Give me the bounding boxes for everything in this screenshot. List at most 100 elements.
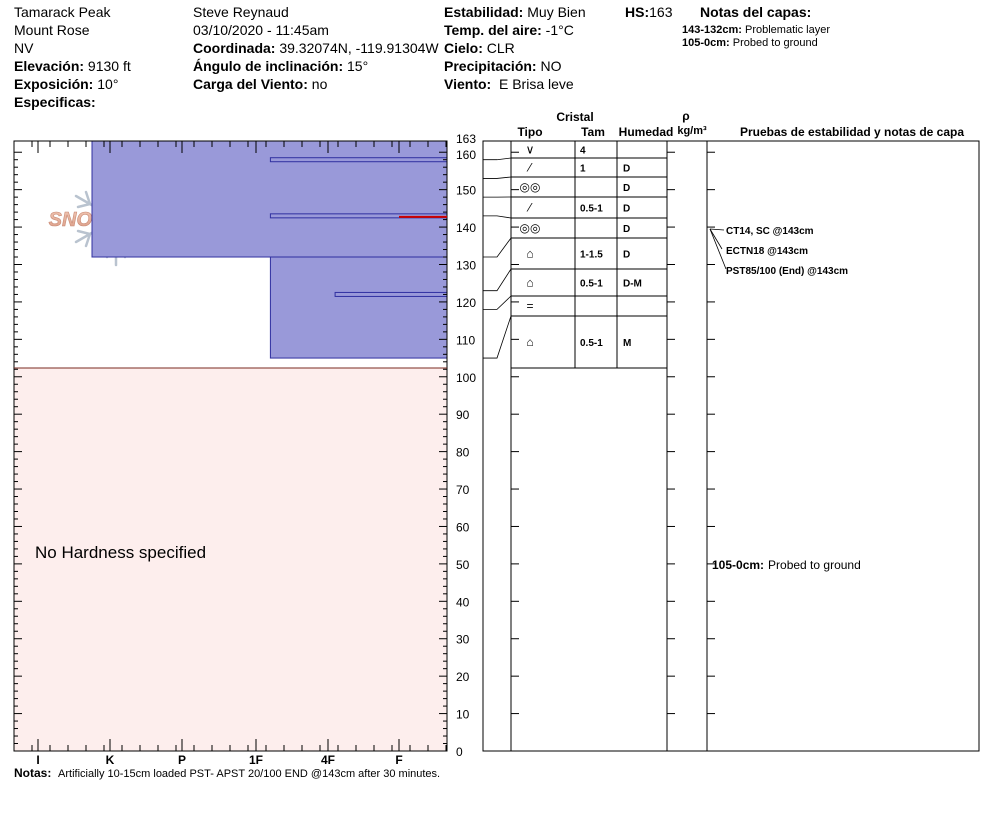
grain-type-symbol: ◎◎: [520, 221, 541, 235]
height-tick-label: 20: [456, 670, 470, 684]
elevation-field: Elevación: 9130 ft: [14, 57, 131, 75]
moisture-value: D-M: [623, 279, 642, 290]
wind-load-value: no: [311, 76, 328, 92]
hardness-layer-bar: [269, 256, 448, 359]
wind-load-label: Carga del Viento:: [193, 76, 308, 92]
height-tick-label: 90: [456, 408, 470, 422]
height-tick-label: 100: [456, 371, 476, 385]
hs-field: HS:163: [625, 3, 672, 21]
coords-value: 39.32074N, -119.91304W: [279, 40, 439, 56]
layer-leader-line: [483, 295, 512, 310]
hardness-tick-label: P: [178, 753, 186, 767]
sky-label: Cielo:: [444, 40, 483, 56]
layer-leader-line: [483, 315, 512, 359]
hardness-tick-label: 1F: [249, 753, 263, 767]
layer-leader-line: [483, 237, 512, 258]
grain-type-symbol: ∨: [526, 143, 535, 157]
stability-test: ECTN18 @143cm: [726, 246, 808, 257]
height-tick-label: 160: [456, 148, 476, 162]
grain-size-value: 1: [580, 164, 586, 175]
layer-note-text: Probed to ground: [732, 37, 818, 49]
elevation-label: Elevación:: [14, 58, 85, 74]
height-tick-label: 10: [456, 708, 470, 722]
location-name: Tamarack Peak: [14, 4, 111, 20]
elevation-value: 9130 ft: [87, 58, 131, 74]
layer-note-text: Problematic layer: [745, 24, 830, 36]
probe-note-text: Probed to ground: [768, 558, 861, 572]
wind-label: Viento:: [444, 76, 492, 92]
grain-size-value: 0.5-1: [580, 338, 603, 349]
hs-label: HS:: [625, 4, 650, 20]
notes-text: Artificially 10-15cm loaded PST- APST 20…: [58, 768, 441, 780]
moisture-value: D: [623, 204, 630, 215]
datetime: 03/10/2020 - 11:45am: [193, 22, 329, 38]
probe-note-range: 105-0cm:: [712, 558, 764, 572]
grain-size-value: 0.5-1: [580, 279, 603, 290]
layer-note-range: 143-132cm:: [682, 24, 742, 36]
height-tick-label: 80: [456, 446, 470, 460]
moisture-value: D: [623, 183, 630, 194]
moisture-value: D: [623, 224, 630, 235]
height-tick-label: 150: [456, 184, 476, 198]
grain-type-symbol: =: [526, 299, 533, 313]
wind-value: E Brisa leve: [498, 76, 574, 92]
layer-leader-line: [483, 268, 512, 292]
grain-type-symbol: ⌂: [526, 335, 533, 349]
specifics-label: Especificas:: [14, 94, 96, 110]
height-tick-label: 30: [456, 633, 470, 647]
height-tick-label: 60: [456, 520, 470, 534]
grain-size-value: 0.5-1: [580, 204, 603, 215]
height-tick-label: 0: [456, 745, 463, 759]
state: NV: [14, 40, 34, 56]
grain-size-value: 1-1.5: [580, 250, 603, 261]
slope-field: Ángulo de inclinación: 15°: [193, 57, 368, 75]
height-tick-label: 140: [456, 221, 476, 235]
rho-header: ρ: [682, 109, 689, 123]
layer-notes-label: Notas del capas:: [700, 4, 812, 20]
aspect-field: Exposición: 10°: [14, 75, 118, 93]
height-tick-label: 50: [456, 558, 470, 572]
slope-value: 15°: [347, 58, 369, 74]
coords-label: Coordinada:: [193, 40, 276, 56]
layer-note-2: 105-0cm: Probed to ground: [682, 37, 818, 50]
sky-field: Cielo: CLR: [444, 39, 515, 57]
stability-test: PST85/100 (End) @143cm: [726, 266, 848, 277]
grain-size-value: 4: [580, 146, 586, 157]
grain-type-symbol: ◎◎: [520, 180, 541, 194]
size-header: Tam: [581, 125, 605, 139]
hardness-tick-label: F: [395, 753, 402, 767]
tests-header: Pruebas de estabilidad y notas de capa: [740, 125, 964, 139]
height-tick-label: 120: [456, 296, 476, 310]
density-header: kg/m³: [677, 125, 707, 137]
layer-leader-line: [483, 176, 512, 179]
coords-field: Coordinada: 39.32074N, -119.91304W: [193, 39, 439, 57]
moisture-value: D: [623, 164, 630, 175]
height-tick-label: 70: [456, 483, 470, 497]
height-tick-label: 163: [456, 132, 476, 146]
air-temp-label: Temp. del aire:: [444, 22, 542, 38]
sky-value: CLR: [486, 40, 515, 56]
test-arrows: [709, 228, 727, 270]
stability-value: Muy Bien: [527, 4, 586, 20]
no-hardness-text: No Hardness specified: [35, 543, 207, 562]
observer: Steve Reynaud: [193, 4, 289, 20]
moisture-header: Humedad: [619, 125, 674, 139]
no-hardness-area: [14, 368, 447, 751]
aspect-value: 10°: [97, 76, 119, 92]
crust-layer-bar: [269, 157, 448, 163]
stability-field: Estabilidad: Muy Bien: [444, 3, 586, 21]
stability-label: Estabilidad:: [444, 4, 524, 20]
mountain-range: Mount Rose: [14, 22, 90, 38]
precip-field: Precipitación: NO: [444, 57, 561, 75]
type-header: Tipo: [517, 125, 542, 139]
slope-label: Ángulo de inclinación:: [193, 58, 344, 74]
grain-type-symbol: ⌂: [526, 247, 533, 261]
air-temp-field: Temp. del aire: -1°C: [444, 21, 574, 39]
hardness-tick-label: 4F: [321, 753, 335, 767]
height-tick-label: 40: [456, 595, 470, 609]
layer-leader-line: [483, 157, 512, 161]
height-tick-label: 110: [456, 333, 475, 347]
probe-note: 105-0cm: Probed to ground: [712, 558, 861, 572]
grain-type-symbol: ⌂: [526, 276, 533, 290]
layer-note-1: 143-132cm: Problematic layer: [682, 24, 830, 37]
